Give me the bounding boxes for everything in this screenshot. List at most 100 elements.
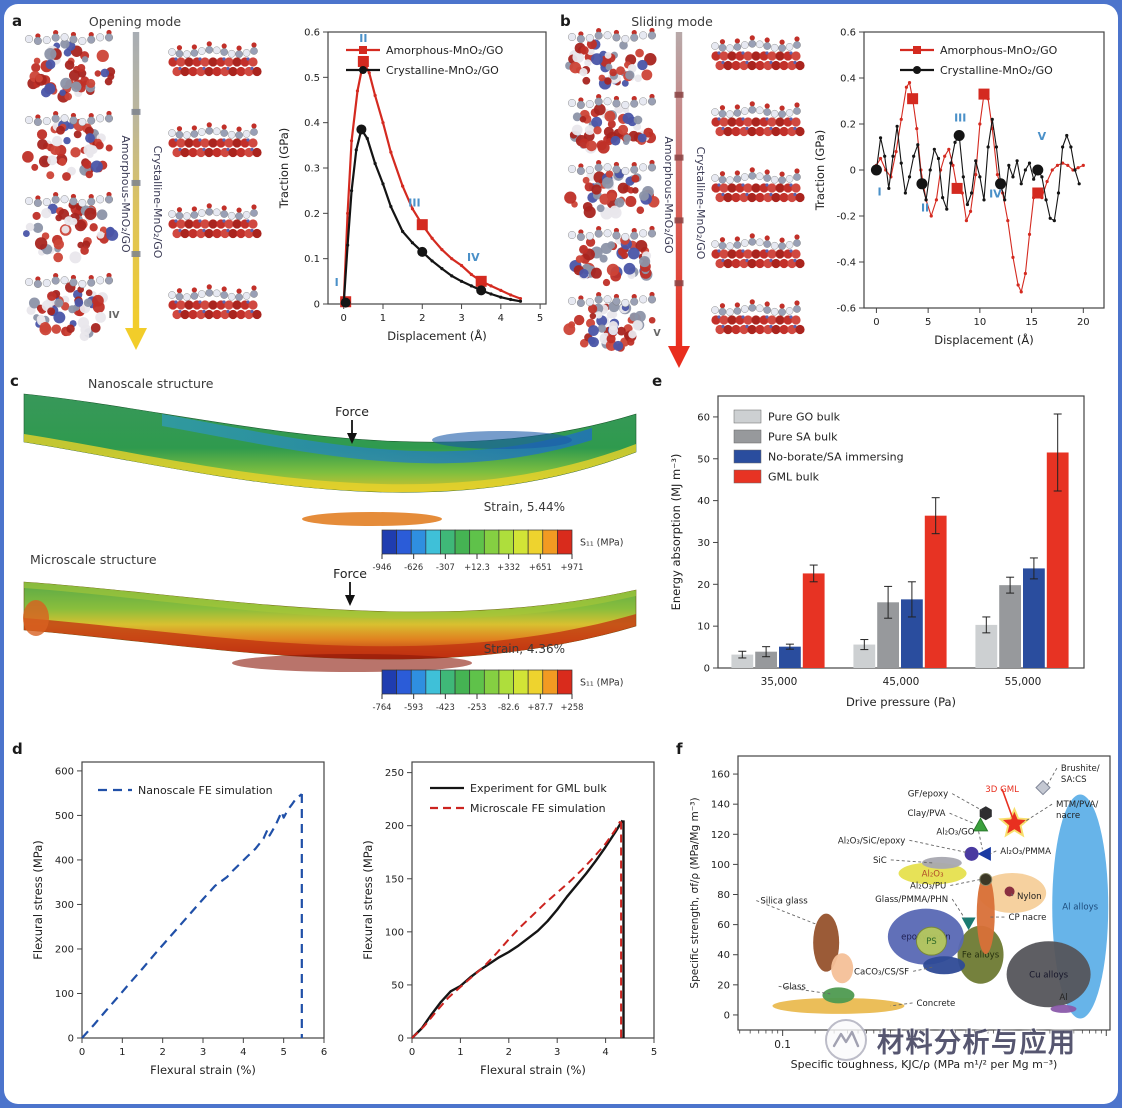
traction-displacement-chart-sliding: -0.6 -0.4 -0.2 0 0.2 0.4 0.6 0 5 10 15 20 Displaceme… xyxy=(813,28,1105,347)
nanoscale-beam-blue-core xyxy=(432,431,572,449)
svg-text:Flexural stress (MPa): Flexural stress (MPa) xyxy=(31,840,45,959)
svg-text:Nylon: Nylon xyxy=(1017,892,1042,902)
svg-text:-423: -423 xyxy=(436,702,455,712)
svg-text:Amorphous-MnO₂/GO: Amorphous-MnO₂/GO xyxy=(940,44,1058,57)
microscale-fem-beam: Force xyxy=(23,566,637,672)
svg-text:Crystalline-MnO₂/GO: Crystalline-MnO₂/GO xyxy=(386,64,499,77)
svg-text:20: 20 xyxy=(697,580,710,591)
svg-text:-307: -307 xyxy=(436,562,455,572)
svg-text:0.6: 0.6 xyxy=(840,28,856,39)
svg-text:-946: -946 xyxy=(372,562,391,572)
svg-text:20: 20 xyxy=(717,980,730,991)
svg-text:5: 5 xyxy=(925,317,931,328)
watermark: 材料分析与应用 xyxy=(824,1018,1077,1062)
svg-text:20: 20 xyxy=(1077,317,1090,328)
nanoscale-fem-beam: Force xyxy=(23,393,637,526)
svg-text:Crystalline-MnO₂/GO: Crystalline-MnO₂/GO xyxy=(940,64,1053,77)
svg-text:-764: -764 xyxy=(372,702,391,712)
watermark-logo-icon xyxy=(825,1019,867,1061)
svg-text:55,000: 55,000 xyxy=(1005,676,1042,688)
svg-text:0.5: 0.5 xyxy=(304,73,320,84)
svg-text:+12.3: +12.3 xyxy=(464,562,490,572)
svg-text:0: 0 xyxy=(314,300,320,311)
svg-text:Nanoscale FE simulation: Nanoscale FE simulation xyxy=(138,784,273,797)
svg-text:+258: +258 xyxy=(560,702,583,712)
svg-text:Microscale FE simulation: Microscale FE simulation xyxy=(470,802,606,815)
panel-b-label: b xyxy=(560,12,571,30)
svg-text:0: 0 xyxy=(873,317,879,328)
svg-text:0.3: 0.3 xyxy=(304,164,320,175)
svg-text:-0.6: -0.6 xyxy=(836,304,856,315)
svg-text:100: 100 xyxy=(55,989,74,1000)
force-arrow-head-bottom xyxy=(345,595,355,606)
panel-c-label: c xyxy=(10,372,19,390)
svg-text:40: 40 xyxy=(717,950,730,961)
svg-text:0: 0 xyxy=(68,1034,74,1045)
svg-text:IV: IV xyxy=(989,188,1002,201)
svg-text:Pure SA bulk: Pure SA bulk xyxy=(768,431,838,444)
flexural-stress-strain-nanoscale-chart: 0 100 200 300 400 500 600 0 1 2 3 4 5 6 Flexural strai… xyxy=(31,761,327,1077)
svg-text:V: V xyxy=(1038,130,1047,143)
svg-text:-82.6: -82.6 xyxy=(498,702,520,712)
opening-mode-title: Opening mode xyxy=(88,14,182,29)
panel-e-label: e xyxy=(652,372,663,390)
svg-text:-253: -253 xyxy=(467,702,486,712)
svg-text:140: 140 xyxy=(711,800,730,811)
svg-text:120: 120 xyxy=(711,830,730,841)
svg-text:CP nacre: CP nacre xyxy=(1008,913,1046,923)
svg-text:Concrete: Concrete xyxy=(917,999,956,1009)
svg-text:V: V xyxy=(653,328,661,339)
nanoscale-structure-label: Nanoscale structure xyxy=(88,376,214,391)
svg-text:0.1: 0.1 xyxy=(774,1039,791,1051)
sliding-mode-structures: V Amorphous-MnO₂/GO Crystalline-MnO₂/GO xyxy=(563,27,805,368)
strain-bottom-label: Strain, 4.36% xyxy=(483,642,565,656)
svg-text:CaCO₃/CS/SF: CaCO₃/CS/SF xyxy=(854,967,909,977)
svg-text:160: 160 xyxy=(711,770,730,781)
svg-text:Amorphous-MnO₂/GO: Amorphous-MnO₂/GO xyxy=(386,44,504,57)
svg-text:0.4: 0.4 xyxy=(304,118,320,129)
svg-text:Crystalline-MnO₂/GO: Crystalline-MnO₂/GO xyxy=(151,146,164,259)
svg-text:0: 0 xyxy=(79,1047,85,1058)
svg-text:IV: IV xyxy=(109,310,121,321)
svg-text:S₁₁ (MPa): S₁₁ (MPa) xyxy=(580,678,623,689)
svg-text:250: 250 xyxy=(385,768,404,779)
traction-displacement-chart-opening: 0 0.1 0.2 0.3 0.4 0.5 0.6 0 1 2 3 4 5 Displacement (Å… xyxy=(277,28,547,343)
svg-text:Al alloys: Al alloys xyxy=(1062,903,1098,913)
panel-d-label: d xyxy=(12,740,23,758)
svg-text:SiC: SiC xyxy=(873,856,887,866)
svg-text:300: 300 xyxy=(55,900,74,911)
svg-text:6: 6 xyxy=(321,1047,327,1058)
svg-text:2: 2 xyxy=(159,1047,165,1058)
svg-text:S₁₁ (MPa): S₁₁ (MPa) xyxy=(580,538,623,549)
svg-text:-0.4: -0.4 xyxy=(836,258,856,269)
force-label-top: Force xyxy=(335,404,369,419)
watermark-text: 材料分析与应用 xyxy=(877,1027,1077,1059)
microscale-beam-top-strip xyxy=(24,582,636,620)
svg-text:Drive pressure (Pa): Drive pressure (Pa) xyxy=(846,695,956,709)
microscale-beam-left-tip xyxy=(23,600,49,636)
svg-text:200: 200 xyxy=(385,821,404,832)
svg-text:1: 1 xyxy=(380,313,386,324)
strain-top-label: Strain, 5.44% xyxy=(483,500,565,514)
svg-text:4: 4 xyxy=(602,1047,608,1058)
nanoscale-beam-tension-strip xyxy=(24,434,636,493)
svg-text:+87.7: +87.7 xyxy=(527,702,553,712)
svg-text:II: II xyxy=(921,201,929,214)
svg-text:5: 5 xyxy=(537,313,543,324)
svg-text:Al₂O₃: Al₂O₃ xyxy=(922,869,944,879)
svg-text:Clay/PVA: Clay/PVA xyxy=(908,809,946,819)
svg-text:II: II xyxy=(359,32,367,45)
svg-text:+651: +651 xyxy=(529,562,552,572)
svg-text:50: 50 xyxy=(697,454,710,465)
nanoscale-beam-hot-spot xyxy=(302,512,442,526)
svg-text:-0.2: -0.2 xyxy=(836,212,856,223)
svg-text:0.2: 0.2 xyxy=(840,120,856,131)
svg-text:Cu alloys: Cu alloys xyxy=(1029,970,1069,980)
svg-text:III: III xyxy=(408,197,420,210)
svg-text:30: 30 xyxy=(697,538,710,549)
svg-text:Flexural stress (MPa): Flexural stress (MPa) xyxy=(361,840,375,959)
svg-text:Specific strength, σf/ρ (MPa/M: Specific strength, σf/ρ (MPa/Mg m⁻³) xyxy=(689,797,701,988)
svg-text:Fe alloys: Fe alloys xyxy=(962,951,1000,961)
sliding-mode-title: Sliding mode xyxy=(631,14,713,29)
